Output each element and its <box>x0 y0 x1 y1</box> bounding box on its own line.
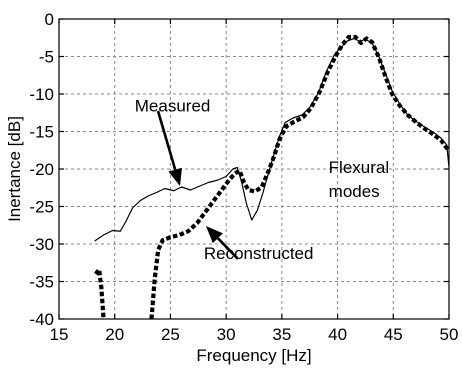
y-tick-label: -40 <box>29 310 54 329</box>
x-tick-label: 40 <box>328 325 347 344</box>
x-axis-label: Frequency [Hz] <box>196 346 311 365</box>
series-reconstructed-line <box>94 267 106 319</box>
y-tick-label: -35 <box>29 273 54 292</box>
y-tick-label: -25 <box>29 198 54 217</box>
y-tick-label: -30 <box>29 235 54 254</box>
series-measured-line <box>94 37 449 242</box>
x-tick-label: 50 <box>440 325 459 344</box>
annotation-reconstructed-label: Reconstructed <box>204 244 314 263</box>
y-tick-label: -15 <box>29 123 54 142</box>
x-tick-label: 15 <box>50 325 69 344</box>
annotations: Measured Reconstructed Flexural modes <box>135 96 389 263</box>
series-layer <box>94 34 449 319</box>
annotation-flexural-modes-line: Flexural <box>329 158 389 177</box>
x-tick-label: 25 <box>161 325 180 344</box>
grid <box>59 19 449 319</box>
y-tick-label: -20 <box>29 160 54 179</box>
x-tick-label: 30 <box>217 325 236 344</box>
y-tick-label: -5 <box>39 48 54 67</box>
series-reconstructed-line <box>149 34 449 319</box>
y-tick-label: 0 <box>45 10 54 29</box>
annotation-flexural-modes-line: modes <box>329 182 380 201</box>
x-tick-label: 35 <box>272 325 291 344</box>
axis-ticks: 15 20 25 30 35 40 45 50 0 -5 -10 -15 -20 -25 -30 -35 -40 <box>29 10 458 344</box>
measured-arrow-icon <box>156 110 182 186</box>
x-tick-label: 45 <box>384 325 403 344</box>
annotation-measured-label: Measured <box>135 96 211 115</box>
y-axis-label: Inertance [dB] <box>5 116 24 222</box>
reconstructed-arrow-icon <box>206 226 239 260</box>
y-tick-label: -10 <box>29 85 54 104</box>
x-tick-label: 20 <box>105 325 124 344</box>
